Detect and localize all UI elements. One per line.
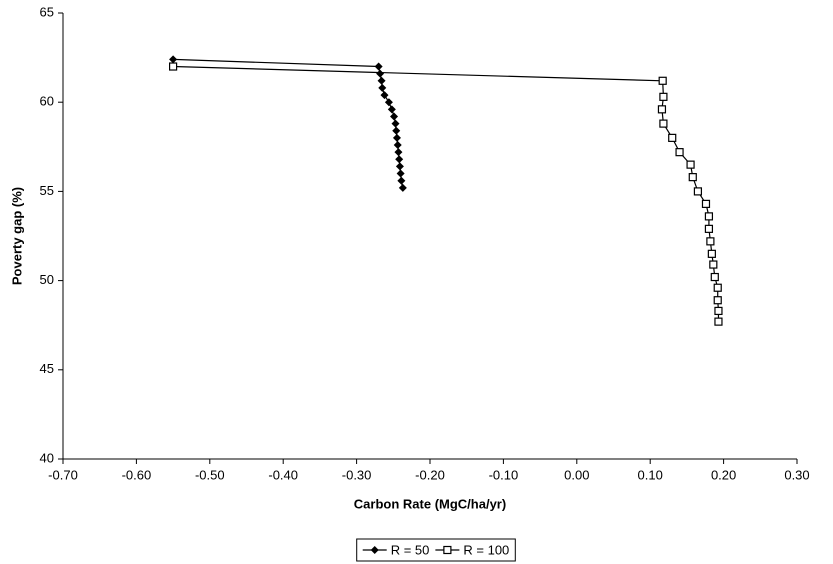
- marker: [713, 296, 722, 305]
- marker: [390, 112, 399, 121]
- marker: [394, 148, 403, 157]
- x-tick-label: -0.70: [48, 467, 78, 482]
- marker: [713, 283, 722, 292]
- legend: R = 50 R = 100: [356, 538, 516, 562]
- marker: [659, 92, 668, 101]
- legend-label: R = 100: [463, 542, 509, 557]
- marker: [701, 199, 711, 208]
- x-tick-label: -0.60: [122, 467, 152, 482]
- x-tick-label: -0.40: [268, 467, 298, 482]
- x-tick-label: -0.50: [195, 467, 225, 482]
- x-tick-label: 0.00: [564, 467, 589, 482]
- marker: [658, 76, 667, 85]
- marker: [704, 212, 714, 221]
- x-tick-label: 0.30: [784, 467, 809, 482]
- marker: [370, 546, 379, 554]
- y-tick-label: 40: [40, 450, 54, 465]
- y-tick-label: 50: [40, 272, 54, 287]
- marker: [659, 119, 668, 128]
- marker: [397, 176, 406, 185]
- marker: [395, 155, 404, 164]
- marker: [391, 119, 400, 128]
- marker: [693, 187, 703, 196]
- marker: [169, 62, 178, 71]
- marker: [378, 83, 387, 92]
- x-tick-label: 0.10: [638, 467, 663, 482]
- marker: [709, 260, 718, 269]
- x-tick-label: 0.20: [711, 467, 736, 482]
- marker: [443, 545, 452, 555]
- marker: [657, 105, 667, 114]
- series-line: [173, 65, 720, 322]
- marker: [710, 272, 719, 282]
- marker: [384, 98, 393, 107]
- legend-label: R = 50: [391, 542, 430, 557]
- marker: [374, 62, 383, 71]
- marker: [387, 105, 396, 114]
- marker: [706, 237, 715, 246]
- marker: [668, 133, 677, 142]
- marker: [377, 76, 386, 85]
- y-tick-label: 45: [40, 361, 54, 376]
- x-tick-label: -0.20: [415, 467, 445, 482]
- marker: [714, 306, 723, 316]
- marker: [398, 183, 407, 192]
- marker: [707, 249, 716, 258]
- x-tick-label: -0.10: [489, 467, 519, 482]
- marker: [675, 148, 684, 157]
- marker: [392, 133, 401, 142]
- marker: [392, 126, 401, 135]
- marker: [704, 224, 714, 233]
- y-tick-label: 55: [40, 183, 54, 198]
- marker: [393, 141, 402, 150]
- series-line: [173, 58, 404, 188]
- marker: [169, 55, 178, 64]
- marker: [395, 162, 404, 171]
- marker: [376, 69, 385, 78]
- marker: [686, 160, 695, 169]
- y-tick-label: 65: [40, 4, 54, 19]
- y-tick-label: 60: [40, 94, 54, 109]
- x-tick-label: -0.30: [342, 467, 372, 482]
- marker: [688, 173, 697, 182]
- marker: [380, 91, 389, 100]
- marker: [396, 169, 405, 178]
- y-axis-title: Poverty gap (%): [9, 187, 24, 285]
- x-axis-title: Carbon Rate (MgC/ha/yr): [354, 496, 506, 511]
- marker: [714, 317, 723, 326]
